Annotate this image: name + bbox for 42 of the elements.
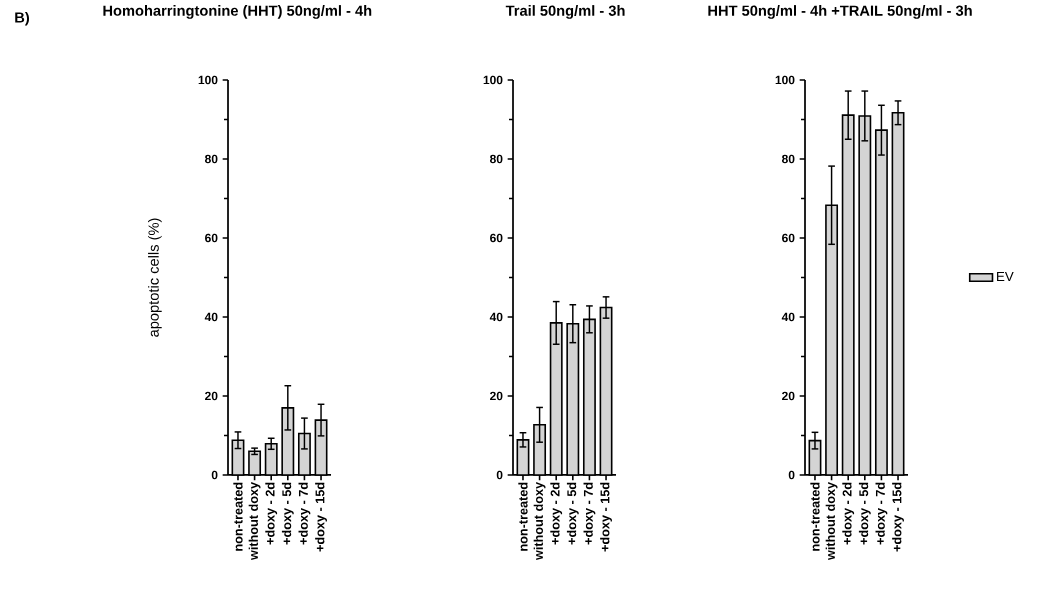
chart-title: HHT 50ng/ml - 4h +TRAIL 50ng/ml - 3h	[708, 5, 972, 19]
y-tick-label: 40	[781, 312, 795, 322]
y-tick-label: 60	[782, 233, 795, 243]
y-tick-label: 0	[788, 470, 795, 480]
x-tick-label: +doxy - 7d	[298, 482, 311, 545]
y-tick-label: 20	[205, 391, 218, 401]
y-tick-label: 0	[211, 470, 218, 480]
x-tick-label: +doxy - 7d	[875, 482, 888, 545]
y-tick-label: 100	[775, 75, 795, 85]
x-tick-label: +doxy - 15d	[892, 482, 904, 552]
x-tick-label: +doxy - 7d	[583, 482, 596, 545]
x-tick-label: +doxy - 2d	[265, 482, 278, 545]
x-tick-label: +doxy - 5d	[858, 482, 871, 545]
y-tick-label: 20	[782, 391, 795, 401]
chart-title: Homoharringtonine (HHT) 50ng/ml - 4h	[103, 5, 372, 19]
text: B)	[15, 11, 30, 26]
y-tick-label: 80	[204, 154, 218, 164]
y-tick-label: 0	[496, 470, 503, 480]
y-axis-title: apoptotic cells (%)	[148, 218, 162, 337]
x-tick-label: +doxy - 15d	[315, 482, 327, 552]
legend-label: EV	[997, 271, 1014, 282]
y-tick-label: 100	[198, 75, 218, 85]
y-tick-label: 40	[489, 312, 503, 322]
x-tick-label: +doxy - 2d	[842, 482, 855, 545]
x-tick-label: without doxy	[533, 481, 546, 561]
y-tick-label: 100	[483, 75, 503, 85]
x-tick-label: +doxy - 5d	[566, 482, 579, 545]
y-tick-label: 80	[781, 154, 795, 164]
x-tick-label: without doxy	[825, 481, 838, 561]
x-tick-label: +doxy - 5d	[281, 482, 294, 545]
x-tick-label: non-treated	[233, 482, 243, 551]
y-tick-label: 80	[489, 154, 503, 164]
y-tick-label: 20	[490, 391, 503, 401]
y-tick-label: 60	[205, 233, 218, 243]
x-tick-label: non-treated	[810, 482, 820, 551]
x-tick-label: +doxy - 15d	[600, 482, 612, 552]
y-tick-label: 60	[490, 233, 503, 243]
x-tick-label: +doxy - 2d	[550, 482, 563, 545]
x-tick-label: without doxy	[248, 481, 261, 561]
chart-title: Trail 50ng/ml - 3h	[505, 5, 625, 19]
x-tick-label: non-treated	[518, 482, 528, 551]
y-tick-label: 40	[204, 312, 218, 322]
